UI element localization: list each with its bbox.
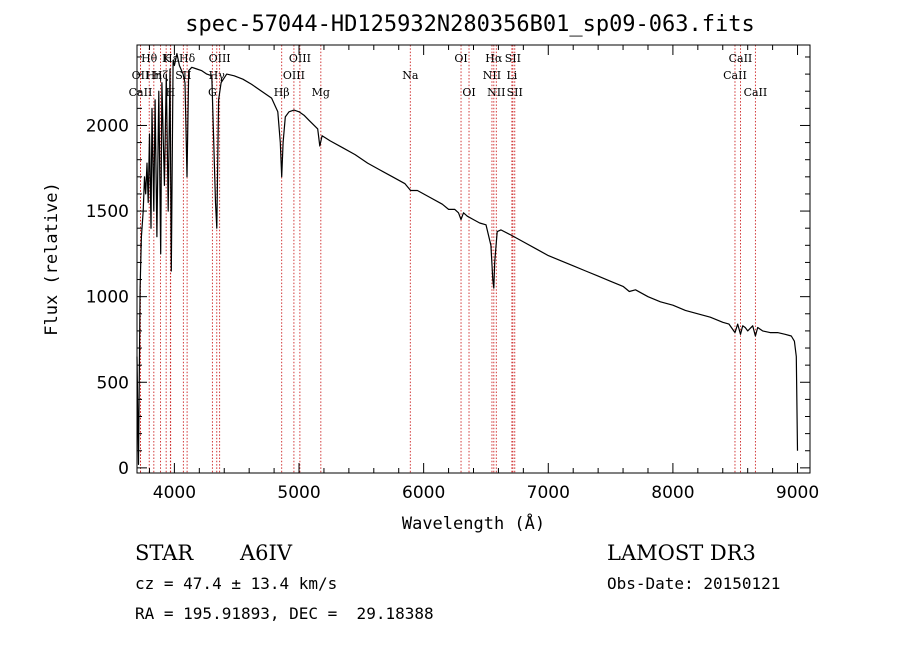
y-axis-label: Flux (relative)	[42, 182, 62, 336]
y-tick-label: 500	[97, 373, 129, 393]
line-label: Hθ	[141, 52, 158, 65]
y-tick-label: 1500	[86, 202, 129, 222]
redshift-cz: cz = 47.4 ± 13.4 km/s	[135, 574, 338, 593]
line-label: CaII	[744, 86, 768, 99]
line-label: Hε	[163, 52, 179, 65]
chart-title: spec-57044-HD125932N280356B01_sp09-063.f…	[185, 12, 755, 37]
x-tick-label: 7000	[527, 483, 570, 503]
line-label: G	[208, 86, 217, 99]
line-label: SII	[507, 86, 523, 99]
line-label: Li	[506, 69, 517, 82]
x-tick-label: 4000	[153, 483, 196, 503]
x-tick-label: 8000	[651, 483, 694, 503]
x-tick-label: 5000	[277, 483, 320, 503]
line-label: Hα	[485, 52, 503, 65]
line-label: NII	[487, 86, 505, 99]
spectral-subclass: A6IV	[240, 541, 292, 565]
line-label: SII	[505, 52, 521, 65]
line-label: OIII	[289, 52, 311, 65]
line-label: Hβ	[274, 86, 290, 99]
line-label: OIII	[283, 69, 305, 82]
line-label: CaII	[129, 86, 153, 99]
line-label: SII	[175, 69, 191, 82]
y-tick-label: 0	[118, 459, 129, 479]
line-label: Hη	[146, 69, 162, 82]
y-tick-label: 2000	[86, 116, 129, 136]
spectrum-chart: 4000 5000 6000 7000 8000 9000 0 500 1000 1500 2000…	[42, 12, 819, 534]
line-label: Mg	[312, 86, 330, 99]
x-axis-label: Wavelength (Å)	[402, 512, 545, 534]
coordinates: RA = 195.91893, DEC = 29.18388	[135, 604, 434, 623]
line-label: NII	[483, 69, 501, 82]
plot-frame	[136, 44, 811, 474]
line-label: Hγ	[209, 69, 226, 82]
line-label: OIII	[209, 52, 231, 65]
line-label: OII	[132, 69, 150, 82]
line-label: Hζ	[153, 69, 169, 82]
observation-date: Obs-Date: 20150121	[607, 574, 781, 593]
line-label: OI	[462, 86, 475, 99]
line-label: Hδ	[179, 52, 196, 65]
line-label: K	[162, 52, 171, 65]
survey-label: LAMOST DR3	[607, 541, 756, 565]
line-label: Na	[402, 69, 419, 82]
y-tick-label: 1000	[86, 288, 129, 308]
spectrum-line	[136, 52, 799, 465]
line-label: CaII	[723, 69, 747, 82]
line-label: OI	[454, 52, 467, 65]
line-label: H	[166, 86, 176, 99]
x-tick-label: 9000	[776, 483, 819, 503]
object-class: STAR	[135, 541, 194, 565]
line-label: CaII	[729, 52, 753, 65]
x-tick-label: 6000	[402, 483, 445, 503]
